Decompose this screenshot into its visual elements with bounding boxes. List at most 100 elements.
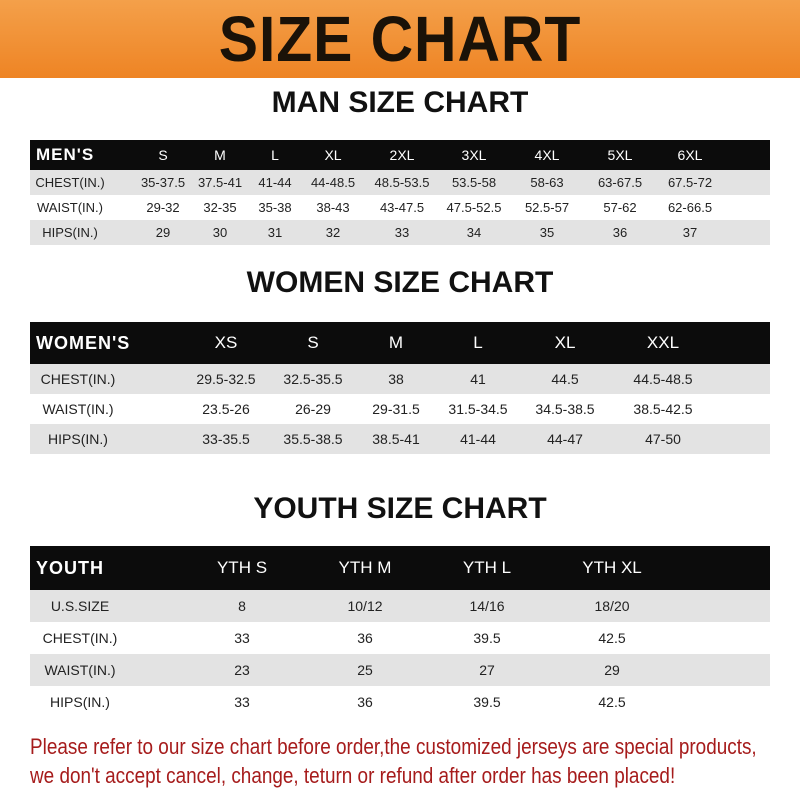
table-cell: 31: [267, 225, 283, 240]
measure-label: WAIST(IN.): [44, 662, 116, 678]
table-cell: 63-67.5: [597, 175, 643, 190]
size-label: L: [473, 333, 483, 352]
table-row: CHEST(IN.) 29.5-32.5 32.5-35.5 38 41 44.5 44.5…: [30, 364, 770, 394]
size-label: XS: [214, 333, 238, 352]
table-cell: 47-50: [645, 431, 681, 447]
table-cell: 32: [325, 225, 341, 240]
table-cell: 29: [604, 662, 620, 678]
women-section-title: WOMEN SIZE CHART: [246, 266, 554, 299]
table-cell: 30: [212, 225, 228, 240]
size-label: 2XL: [389, 147, 415, 163]
measure-label: CHEST(IN.): [42, 630, 118, 646]
table-cell: 29-32: [146, 200, 180, 215]
size-label: YTH L: [462, 558, 512, 577]
table-cell: 33: [394, 225, 410, 240]
size-label: M: [214, 147, 226, 163]
table-row: WAIST(IN.) 23 25 27 29: [30, 654, 770, 686]
table-cell: 34.5-38.5: [535, 401, 595, 417]
men-section-title: MAN SIZE CHART: [271, 86, 529, 119]
size-label: S: [307, 333, 319, 352]
table-cell: 39.5: [473, 630, 501, 646]
notice-line: Please refer to our size chart before or…: [30, 734, 757, 759]
table-cell: 8: [238, 598, 246, 614]
table-cell: 37.5-41: [197, 175, 243, 190]
table-cell: 33: [234, 694, 250, 710]
size-label: L: [271, 147, 279, 163]
table-cell: 44.5-48.5: [633, 371, 693, 387]
table-row: WAIST(IN.) 29-32 32-35 35-38 38-43 43-47.5 47.…: [30, 195, 770, 220]
table-header-row: MEN'S S M L XL 2XL 3XL 4XL 5XL 6XL: [30, 140, 770, 170]
table-cell: 35: [539, 225, 555, 240]
table-title-cell: MEN'S: [36, 145, 95, 164]
table-cell: 36: [357, 630, 373, 646]
table-row: CHEST(IN.) 35-37.5 37.5-41 41-44 44-48.5 48.5…: [30, 170, 770, 195]
notice-text: Please refer to our size chart before or…: [30, 732, 757, 790]
table-cell: 35.5-38.5: [283, 431, 343, 447]
table-cell: 41: [470, 371, 486, 387]
table-cell: 58-63: [530, 175, 564, 190]
table-cell: 18/20: [594, 598, 630, 614]
table-row: HIPS(IN.) 33-35.5 35.5-38.5 38.5-41 41-44 44-…: [30, 424, 770, 454]
table-cell: 27: [479, 662, 495, 678]
table-cell: 29-31.5: [372, 401, 420, 417]
measure-label: CHEST(IN.): [35, 175, 105, 190]
table-cell: 53.5-58: [451, 175, 497, 190]
size-label: XL: [554, 333, 576, 352]
table-cell: 43-47.5: [379, 200, 425, 215]
table-cell: 32-35: [203, 200, 237, 215]
size-label: S: [158, 147, 168, 163]
banner: SIZE CHART: [0, 0, 800, 78]
size-label: 5XL: [607, 147, 633, 163]
size-label: 4XL: [534, 147, 560, 163]
size-label: 6XL: [677, 147, 703, 163]
table-cell: 32.5-35.5: [283, 371, 343, 387]
table-cell: 38.5-41: [372, 431, 420, 447]
table-cell: 31.5-34.5: [448, 401, 508, 417]
table-cell: 38.5-42.5: [633, 401, 693, 417]
table-cell: 44.5: [551, 371, 579, 387]
table-cell: 29.5-32.5: [196, 371, 256, 387]
banner-title: SIZE CHART: [218, 3, 582, 75]
table-row: HIPS(IN.) 29 30 31 32 33 34 35 36 37: [30, 220, 770, 245]
table-cell: 39.5: [473, 694, 501, 710]
table-cell: 23: [234, 662, 250, 678]
size-label: M: [388, 333, 404, 352]
table-cell: 26-29: [295, 401, 331, 417]
table-cell: 48.5-53.5: [374, 175, 430, 190]
table-cell: 38: [388, 371, 404, 387]
size-label: XL: [324, 147, 342, 163]
notice-line: we don't accept cancel, change, teturn o…: [30, 763, 676, 788]
table-cell: 57-62: [603, 200, 637, 215]
table-row: WAIST(IN.) 23.5-26 26-29 29-31.5 31.5-34.5 34…: [30, 394, 770, 424]
table-cell: 42.5: [598, 694, 626, 710]
measure-label: HIPS(IN.): [50, 694, 110, 710]
table-cell: 42.5: [598, 630, 626, 646]
table-cell: 44-48.5: [310, 175, 356, 190]
size-label: YTH M: [338, 558, 392, 577]
table-cell: 33-35.5: [202, 431, 250, 447]
table-cell: 41-44: [460, 431, 496, 447]
table-cell: 35-38: [258, 200, 292, 215]
measure-label: HIPS(IN.): [48, 431, 108, 447]
measure-label: HIPS(IN.): [42, 225, 98, 240]
measure-label: WAIST(IN.): [42, 401, 114, 417]
size-label: 3XL: [461, 147, 487, 163]
table-cell: 34: [466, 225, 482, 240]
table-cell: 29: [155, 225, 171, 240]
table-cell: 38-43: [316, 200, 350, 215]
table-header-row: YOUTH YTH S YTH M YTH L YTH XL: [30, 546, 770, 590]
table-cell: 23.5-26: [202, 401, 250, 417]
table-cell: 67.5-72: [667, 175, 713, 190]
size-label: XXL: [646, 333, 680, 352]
table-cell: 33: [234, 630, 250, 646]
measure-label: CHEST(IN.): [40, 371, 116, 387]
table-row: CHEST(IN.) 33 36 39.5 42.5: [30, 622, 770, 654]
measure-label: WAIST(IN.): [37, 200, 103, 215]
table-cell: 14/16: [469, 598, 505, 614]
table-title-cell: YOUTH: [36, 558, 104, 578]
table-cell: 10/12: [347, 598, 383, 614]
size-label: YTH S: [216, 558, 268, 577]
measure-label: U.S.SIZE: [50, 598, 110, 614]
table-cell: 47.5-52.5: [446, 200, 502, 215]
size-label: YTH XL: [582, 558, 642, 577]
